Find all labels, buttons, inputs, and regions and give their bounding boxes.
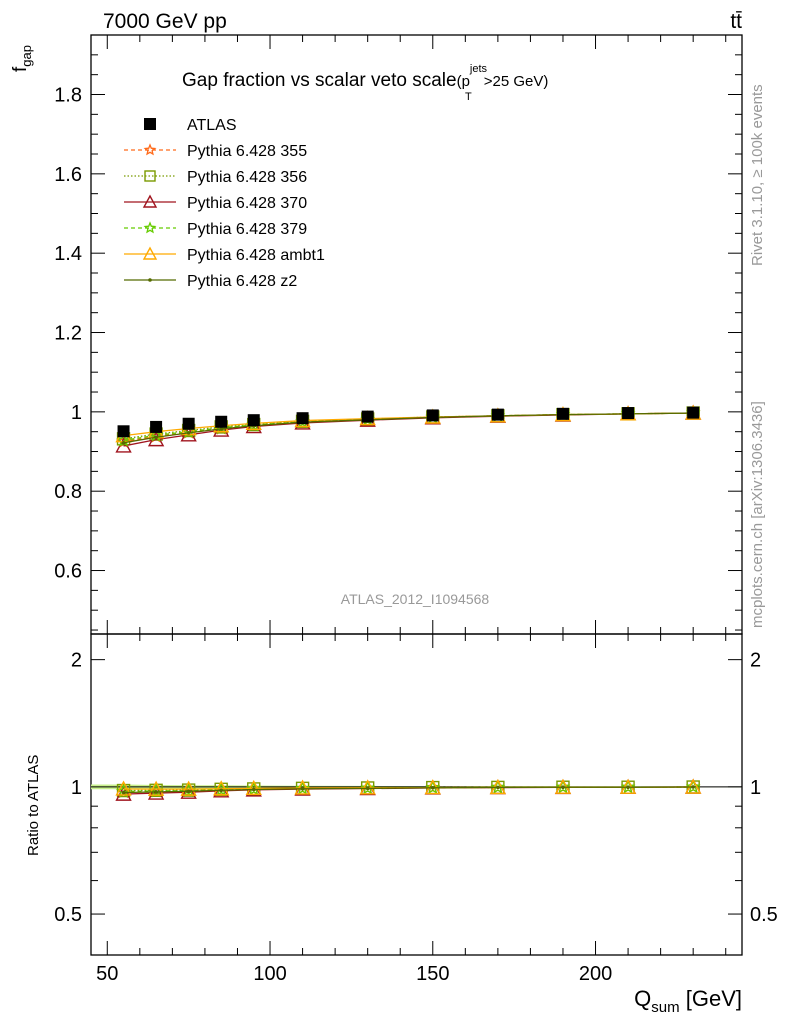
x-tick-label: 150 xyxy=(416,963,449,985)
data-point xyxy=(620,779,636,794)
data-point xyxy=(148,278,152,282)
legend: ATLAS Pythia 6.428 355 Pythia 6.428 356 Pyt… xyxy=(124,117,325,290)
data-point xyxy=(215,415,228,428)
data-point xyxy=(121,790,126,795)
data-point xyxy=(687,406,700,419)
y-axis-label-ratio: Ratio to ATLAS xyxy=(25,755,42,856)
data-point xyxy=(561,785,565,790)
data-point xyxy=(144,170,156,182)
data-point xyxy=(219,788,223,793)
data-point xyxy=(365,786,370,791)
data-point xyxy=(245,779,262,796)
data-point xyxy=(490,779,506,794)
ratio-panel: 50 100 150 200 0.5 0.5 1 1 2 2 xyxy=(54,633,778,985)
data-point xyxy=(246,781,262,796)
data-point xyxy=(115,780,132,796)
header-left: 7000 GeV pp xyxy=(103,10,227,33)
analysis-id: ATLAS_2012_I1094568 xyxy=(341,591,490,607)
data-point xyxy=(425,780,441,794)
ratio-y-tick-label-right: 0.5 xyxy=(750,904,778,926)
legend-label: Pythia 6.428 ambt1 xyxy=(187,247,325,264)
x-tick-label: 100 xyxy=(253,963,286,985)
data-point xyxy=(430,785,435,790)
data-point xyxy=(296,412,309,425)
data-point xyxy=(295,780,310,795)
ratio-frame xyxy=(90,633,743,956)
data-point xyxy=(294,779,311,795)
x-tick-label: 50 xyxy=(96,963,118,985)
title-cut-prefix: (p xyxy=(457,73,470,90)
ratio-y-tick-label: 0.5 xyxy=(54,904,82,926)
data-point xyxy=(360,780,376,795)
main-panel: 0.6 0.8 1 1.2 1.4 1.6 1.8 xyxy=(54,34,743,955)
data-point xyxy=(622,407,635,420)
ratio-y-tick-label-right: 2 xyxy=(750,650,761,672)
data-point xyxy=(691,785,695,789)
side-label-top: Rivet 3.1.10, ≥ 100k events xyxy=(749,84,766,266)
ratio-y-tick-label-right: 1 xyxy=(750,777,761,799)
data-point xyxy=(685,779,701,794)
data-point xyxy=(142,246,158,260)
data-point xyxy=(496,785,500,790)
legend-label: ATLAS xyxy=(187,117,237,134)
ratio-y-tick-label: 2 xyxy=(71,650,82,672)
header-right: tt̄ xyxy=(730,10,742,33)
title-cut-sup: jets xyxy=(469,63,488,75)
data-point xyxy=(121,440,126,445)
data-point xyxy=(150,420,163,433)
ratio-series-line xyxy=(123,786,694,794)
data-point xyxy=(213,780,230,796)
title-cut-suffix: >25 GeV) xyxy=(484,73,549,90)
data-point xyxy=(491,408,504,421)
data-point xyxy=(182,417,195,430)
data-point xyxy=(626,785,630,790)
data-point xyxy=(555,779,571,794)
data-point xyxy=(424,779,441,795)
side-label-bottom: mcplots.cern.ch [arXiv:1306.3436] xyxy=(749,401,766,628)
y-tick-label: 0.6 xyxy=(54,561,82,583)
title-cut-sub: T xyxy=(465,91,472,103)
y-tick-label: 1.2 xyxy=(54,323,82,345)
data-point xyxy=(117,425,130,438)
y-tick-label: 0.8 xyxy=(54,481,82,503)
data-point xyxy=(361,410,374,423)
data-point xyxy=(143,221,157,234)
legend-label: Pythia 6.428 370 xyxy=(187,195,307,212)
series-line xyxy=(123,412,694,444)
data-point xyxy=(300,786,305,791)
series-line xyxy=(123,412,694,440)
data-point xyxy=(154,435,158,440)
data-point xyxy=(154,790,158,794)
x-tick-label: 200 xyxy=(579,963,612,985)
y-tick-label: 1.8 xyxy=(54,85,82,107)
data-point xyxy=(359,779,376,795)
ratio-y-tick-label: 1 xyxy=(71,777,82,799)
y-tick-label: 1.4 xyxy=(54,243,82,265)
y-axis-label-main: fgap xyxy=(10,45,34,72)
y-tick-label: 1.6 xyxy=(54,164,82,186)
data-point xyxy=(144,118,156,130)
data-point xyxy=(142,194,158,208)
data-point xyxy=(251,787,256,792)
data-point xyxy=(186,431,191,435)
y-tick-label: 1 xyxy=(71,402,82,424)
title-main: Gap fraction vs scalar veto scale xyxy=(182,70,457,91)
data-point xyxy=(426,409,439,422)
x-axis-label: Qsum [GeV] xyxy=(634,986,742,1016)
legend-label: Pythia 6.428 355 xyxy=(187,143,307,160)
data-point xyxy=(213,782,229,796)
data-point xyxy=(147,780,165,796)
data-point xyxy=(219,427,223,431)
chart-title: Gap fraction vs scalar veto scale(pjets T… xyxy=(182,63,548,103)
data-point xyxy=(247,414,260,427)
legend-label: Pythia 6.428 356 xyxy=(187,169,307,186)
legend-label: Pythia 6.428 379 xyxy=(187,221,307,238)
data-point xyxy=(556,407,569,420)
data-point xyxy=(180,780,197,796)
legend-label: Pythia 6.428 z2 xyxy=(187,273,297,290)
data-point xyxy=(143,143,157,156)
data-point xyxy=(186,789,191,794)
